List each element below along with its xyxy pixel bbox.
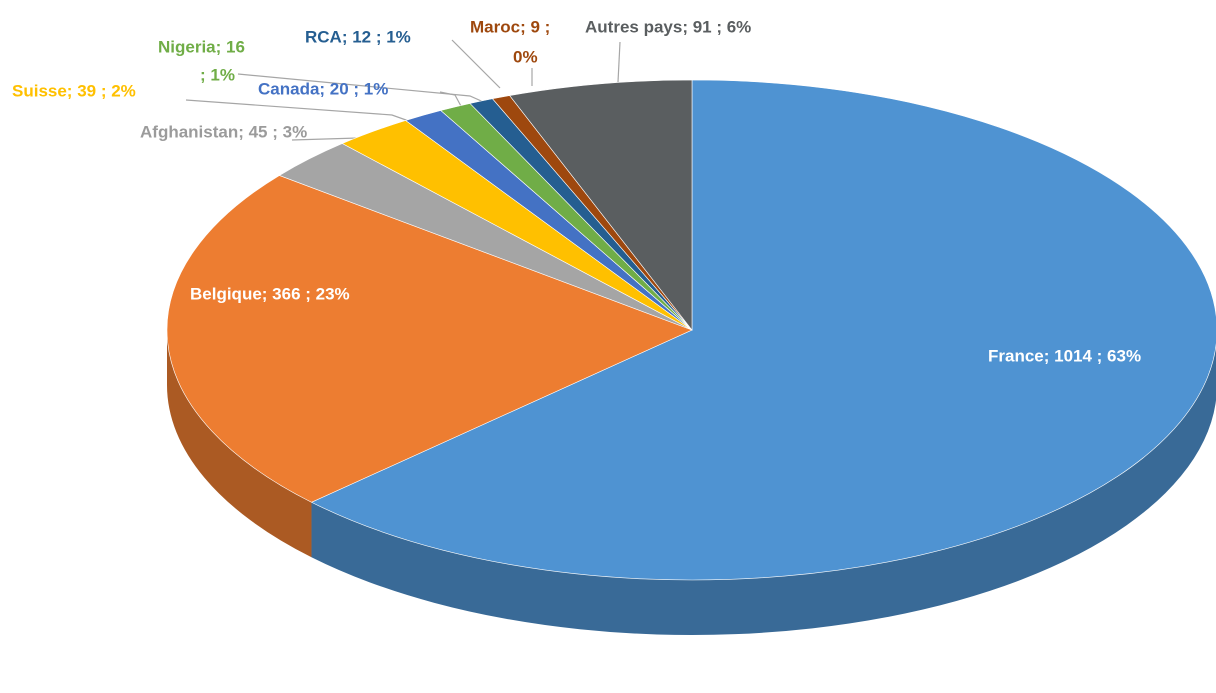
data-label: Afghanistan; 45 ; 3% <box>140 122 307 141</box>
data-label: Suisse; 39 ; 2% <box>12 81 136 100</box>
leader-line <box>451 39 501 89</box>
data-label: Autres pays; 91 ; 6% <box>585 17 751 36</box>
leader-line <box>617 41 621 83</box>
data-label: 0% <box>513 47 538 66</box>
data-label: RCA; 12 ; 1% <box>305 27 411 46</box>
data-label: Nigeria; 16 <box>158 37 245 56</box>
data-label: ; 1% <box>200 65 235 84</box>
slice-side <box>167 330 312 558</box>
data-label: Canada; 20 ; 1% <box>258 79 388 98</box>
slice <box>166 175 693 503</box>
leader-line <box>185 99 421 126</box>
data-label: France; 1014 ; 63% <box>988 346 1141 365</box>
slice-side <box>311 344 1216 635</box>
slice <box>310 79 1216 581</box>
data-label: Belgique; 366 ; 23% <box>190 284 350 303</box>
slice <box>509 79 693 331</box>
data-label: Maroc; 9 ; <box>470 17 550 36</box>
pie-sides <box>167 330 1216 635</box>
pie-tops <box>166 79 1216 581</box>
